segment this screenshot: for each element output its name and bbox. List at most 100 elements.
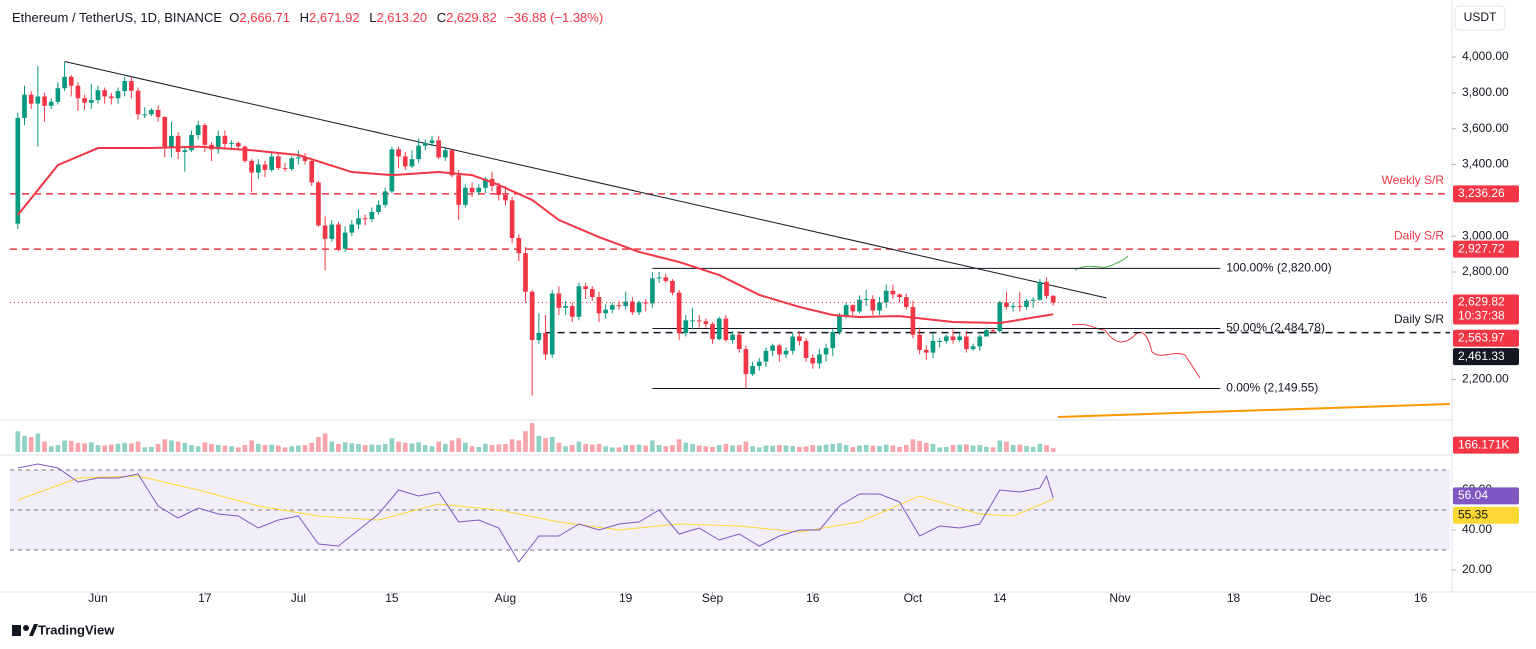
volume-bar bbox=[149, 446, 154, 452]
volume-bar bbox=[964, 444, 969, 452]
candle-body bbox=[803, 340, 809, 358]
candle-body bbox=[670, 280, 675, 293]
volume-bar bbox=[783, 445, 789, 452]
volume-bar bbox=[823, 444, 829, 452]
candle-body bbox=[15, 117, 21, 224]
candle-body bbox=[382, 191, 388, 205]
sr-value-label: 2,927.72 bbox=[1458, 241, 1505, 255]
x-tick-label: Jul bbox=[291, 591, 306, 605]
rsi-value-label-box bbox=[1453, 487, 1519, 505]
volume-bar bbox=[556, 442, 562, 452]
last-price-label: 2,629.82 bbox=[1458, 295, 1505, 309]
candle-body bbox=[964, 336, 969, 350]
candle-body bbox=[95, 90, 101, 101]
volume-bar bbox=[690, 443, 695, 452]
sr-name: Daily S/R bbox=[1394, 228, 1444, 242]
candle-body bbox=[930, 340, 936, 353]
candle-body bbox=[195, 125, 201, 135]
ohlc-value: 2,666.71 bbox=[239, 10, 290, 25]
volume-bar bbox=[476, 446, 482, 452]
candle-body bbox=[322, 225, 328, 239]
volume-bar bbox=[42, 441, 47, 452]
candle-body bbox=[422, 143, 428, 146]
volume-bar bbox=[369, 444, 375, 452]
volume-bar bbox=[616, 447, 622, 452]
ohlc-value: 2,629.82 bbox=[446, 10, 497, 25]
volume-bar bbox=[68, 440, 74, 452]
volume-bar bbox=[449, 440, 455, 452]
volume-bar bbox=[242, 445, 248, 452]
volume-bar bbox=[135, 441, 141, 452]
candle-body bbox=[630, 301, 635, 313]
x-tick-label: Nov bbox=[1109, 591, 1130, 605]
candle-body bbox=[396, 149, 401, 157]
x-tick-label: 17 bbox=[198, 591, 212, 605]
symbol: Ethereum / TetherUS, 1D, BINANCE bbox=[12, 10, 223, 25]
volume-bar bbox=[436, 441, 441, 452]
volume-bar bbox=[743, 441, 749, 452]
volume-bar bbox=[356, 443, 361, 452]
candle-body bbox=[416, 145, 421, 160]
volume-bar bbox=[529, 423, 535, 452]
volume-bar bbox=[175, 441, 181, 452]
volume-bar bbox=[229, 446, 234, 452]
candle-body bbox=[823, 348, 829, 355]
candle-body bbox=[269, 156, 274, 170]
volume-bar bbox=[970, 445, 976, 452]
candle-body bbox=[28, 94, 34, 104]
candle-body bbox=[1050, 295, 1056, 303]
volume-bar bbox=[997, 440, 1003, 452]
candle-body bbox=[890, 290, 896, 295]
candle-body bbox=[42, 96, 47, 106]
brand: TradingView bbox=[38, 622, 115, 637]
volume-bar bbox=[255, 443, 261, 452]
candle-body bbox=[182, 150, 188, 152]
candle-body bbox=[763, 350, 769, 362]
volume-bar bbox=[596, 443, 602, 452]
rsi-tick-label: 20.00 bbox=[1462, 562, 1492, 576]
candle-body bbox=[703, 321, 709, 324]
volume-value-label-box bbox=[1453, 436, 1519, 454]
volume-bar bbox=[115, 443, 121, 452]
volume-bar bbox=[890, 445, 896, 452]
candle-body bbox=[710, 323, 715, 340]
x-tick-label: 15 bbox=[385, 591, 399, 605]
volume-bar bbox=[289, 446, 295, 452]
sr-value-label-box bbox=[1453, 240, 1519, 258]
volume-bar bbox=[837, 443, 842, 452]
volume-bar bbox=[322, 433, 328, 452]
candle-body bbox=[756, 361, 762, 367]
sr-name: Daily S/R bbox=[1394, 312, 1444, 326]
volume-bar bbox=[22, 435, 27, 452]
volume-bar bbox=[129, 443, 134, 452]
volume-bar bbox=[716, 445, 722, 452]
candle-body bbox=[857, 299, 862, 312]
candle-body bbox=[516, 237, 522, 254]
volume-bar bbox=[496, 444, 502, 452]
volume-bar bbox=[282, 447, 288, 452]
candle-body bbox=[342, 232, 348, 249]
currency-box[interactable] bbox=[1454, 5, 1506, 31]
volume-bar bbox=[275, 445, 281, 452]
tv-logo bbox=[12, 624, 38, 636]
volume-bar bbox=[55, 445, 61, 452]
volume-bar bbox=[209, 443, 214, 452]
candle-body bbox=[984, 330, 989, 337]
candle-body bbox=[275, 156, 281, 169]
volume-bar bbox=[536, 435, 542, 452]
volume-bar bbox=[830, 443, 836, 452]
candle-body bbox=[436, 140, 441, 158]
volume-bar bbox=[643, 445, 649, 452]
volume-bar bbox=[396, 441, 401, 452]
volume-bar bbox=[603, 446, 608, 452]
volume-bar bbox=[1017, 444, 1023, 452]
candle-body bbox=[302, 157, 308, 161]
candle-body bbox=[329, 224, 335, 239]
volume-bar bbox=[416, 442, 421, 452]
candle-body bbox=[636, 302, 642, 313]
volume-bar bbox=[950, 445, 956, 452]
sr-value-label: 3,236.26 bbox=[1458, 186, 1505, 200]
candle-body bbox=[169, 135, 174, 147]
ma-value-label-box bbox=[1453, 329, 1519, 347]
candle-body bbox=[863, 298, 869, 300]
